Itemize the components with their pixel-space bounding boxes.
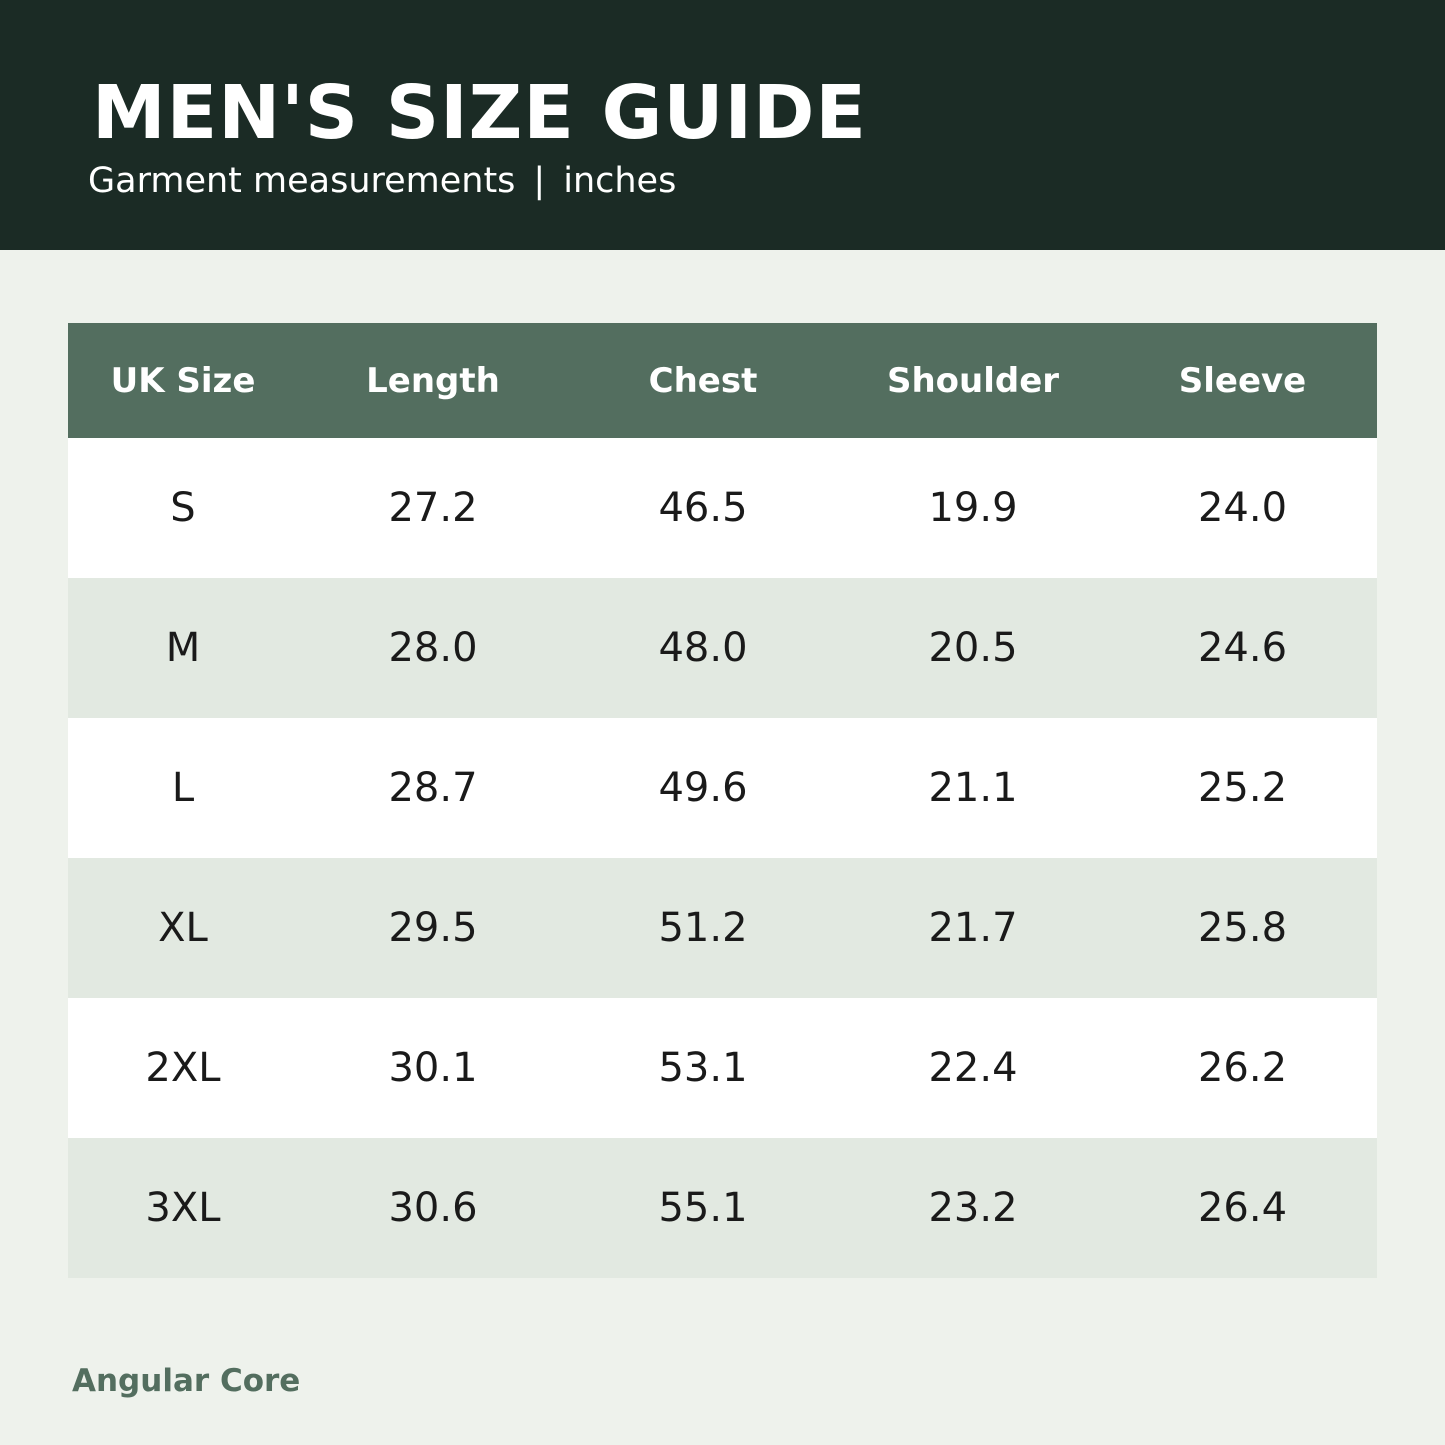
table-row: M 28.0 48.0 20.5 24.6 — [68, 578, 1377, 718]
cell-chest: 51.2 — [658, 905, 748, 951]
size-table: UK Size Length Chest Shoulder Sleeve S 2… — [68, 323, 1377, 1278]
cell-sleeve: 26.4 — [1197, 1185, 1288, 1231]
table-row: 3XL 30.6 55.1 23.2 26.4 — [68, 1138, 1377, 1278]
cell-sleeve: 25.2 — [1197, 765, 1288, 811]
cell-shoulder: 19.9 — [928, 485, 1018, 531]
column-header-length: Length — [366, 360, 500, 401]
cell-chest: 53.1 — [658, 1045, 748, 1091]
cell-length: 30.6 — [388, 1185, 478, 1231]
cell-sleeve: 24.6 — [1197, 625, 1288, 671]
page-title: MEN'S SIZE GUIDE — [92, 70, 867, 156]
cell-chest: 49.6 — [658, 765, 748, 811]
cell-length: 29.5 — [388, 905, 478, 951]
cell-shoulder: 22.4 — [928, 1045, 1018, 1091]
table-row: XL 29.5 51.2 21.7 25.8 — [68, 858, 1377, 998]
subtitle-measurement-type: Garment measurements — [88, 161, 516, 201]
column-header-sleeve: Sleeve — [1178, 360, 1307, 401]
cell-uk-size: 3XL — [145, 1185, 221, 1231]
brand-name: Angular Core — [72, 1363, 301, 1399]
cell-shoulder: 20.5 — [928, 625, 1018, 671]
header-banner: MEN'S SIZE GUIDE Garment measurements | in… — [0, 0, 1445, 250]
column-header-shoulder: Shoulder — [886, 360, 1060, 401]
cell-uk-size: XL — [158, 905, 208, 951]
cell-shoulder: 21.1 — [928, 765, 1018, 811]
cell-uk-size: S — [170, 485, 196, 531]
table-row: L 28.7 49.6 21.1 25.2 — [68, 718, 1377, 858]
cell-sleeve: 25.8 — [1197, 905, 1288, 951]
cell-shoulder: 21.7 — [928, 905, 1018, 951]
cell-length: 28.0 — [388, 625, 478, 671]
cell-uk-size: L — [171, 765, 195, 811]
cell-length: 30.1 — [388, 1045, 478, 1091]
cell-shoulder: 23.2 — [928, 1185, 1018, 1231]
cell-uk-size: M — [165, 625, 201, 671]
subtitle-unit: inches — [563, 161, 677, 201]
column-header-chest: Chest — [648, 360, 758, 401]
subtitle-separator: | — [533, 161, 546, 201]
column-header-uk-size: UK Size — [110, 360, 256, 401]
table-header-row: UK Size Length Chest Shoulder Sleeve — [68, 323, 1377, 438]
page-subtitle: Garment measurements | inches — [88, 158, 676, 204]
cell-uk-size: 2XL — [145, 1045, 221, 1091]
cell-length: 28.7 — [388, 765, 478, 811]
cell-sleeve: 24.0 — [1197, 485, 1288, 531]
cell-length: 27.2 — [388, 485, 478, 531]
cell-sleeve: 26.2 — [1197, 1045, 1288, 1091]
cell-chest: 55.1 — [658, 1185, 748, 1231]
table-row: S 27.2 46.5 19.9 24.0 — [68, 438, 1377, 578]
cell-chest: 46.5 — [658, 485, 748, 531]
table-row: 2XL 30.1 53.1 22.4 26.2 — [68, 998, 1377, 1138]
cell-chest: 48.0 — [658, 625, 748, 671]
